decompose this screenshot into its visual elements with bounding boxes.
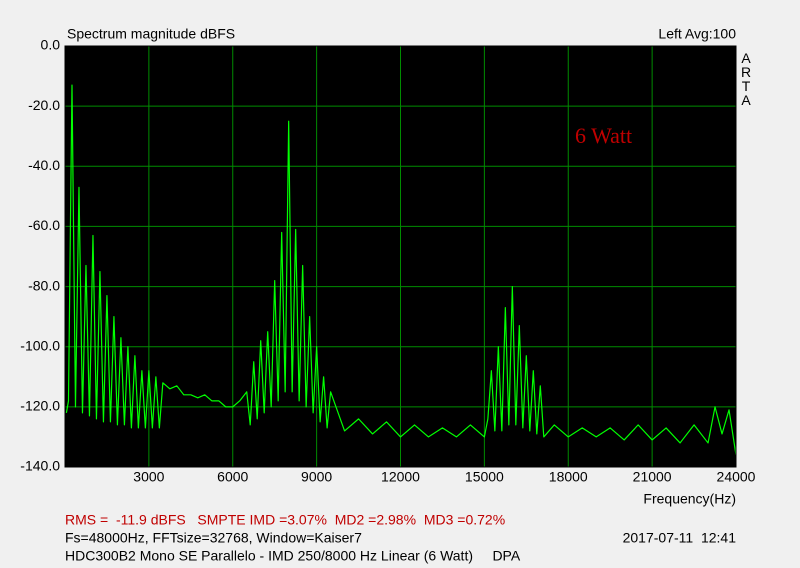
y-tick-label: -40.0 xyxy=(28,157,60,173)
x-axis-label: Frequency(Hz) xyxy=(643,491,736,507)
x-tick-label: 24000 xyxy=(717,469,756,485)
plot-border xyxy=(64,45,737,468)
annotation: 6 Watt xyxy=(575,123,632,148)
x-tick-label: 18000 xyxy=(549,469,588,485)
y-tick-label: -20.0 xyxy=(28,97,60,113)
y-tick-label: -100.0 xyxy=(20,337,60,353)
x-tick-label: 9000 xyxy=(301,469,332,485)
x-tick-label: 12000 xyxy=(381,469,420,485)
channel-label: Left Avg:100 xyxy=(658,26,736,42)
y-tick-label: 0.0 xyxy=(41,37,61,53)
y-tick-label: -60.0 xyxy=(28,217,60,233)
x-tick-label: 15000 xyxy=(465,469,504,485)
y-tick-label: -120.0 xyxy=(20,398,60,414)
spectrum-line xyxy=(65,84,737,456)
x-tick-label: 21000 xyxy=(633,469,672,485)
footer-measurements: RMS = -11.9 dBFS SMPTE IMD =3.07% MD2 =2… xyxy=(65,512,505,528)
footer-description: HDC300B2 Mono SE Parallelo - IMD 250/800… xyxy=(65,548,521,564)
footer-settings: Fs=48000Hz, FFTsize=32768, Window=Kaiser… xyxy=(65,530,362,546)
y-tick-label: -80.0 xyxy=(28,277,60,293)
footer-date: 2017-07-11 12:41 xyxy=(623,530,737,546)
y-tick-label: -140.0 xyxy=(20,458,60,474)
chart-title: Spectrum magnitude dBFS xyxy=(67,26,235,42)
brand: ARTA xyxy=(738,50,754,106)
x-tick-label: 3000 xyxy=(133,469,164,485)
x-tick-label: 6000 xyxy=(217,469,248,485)
